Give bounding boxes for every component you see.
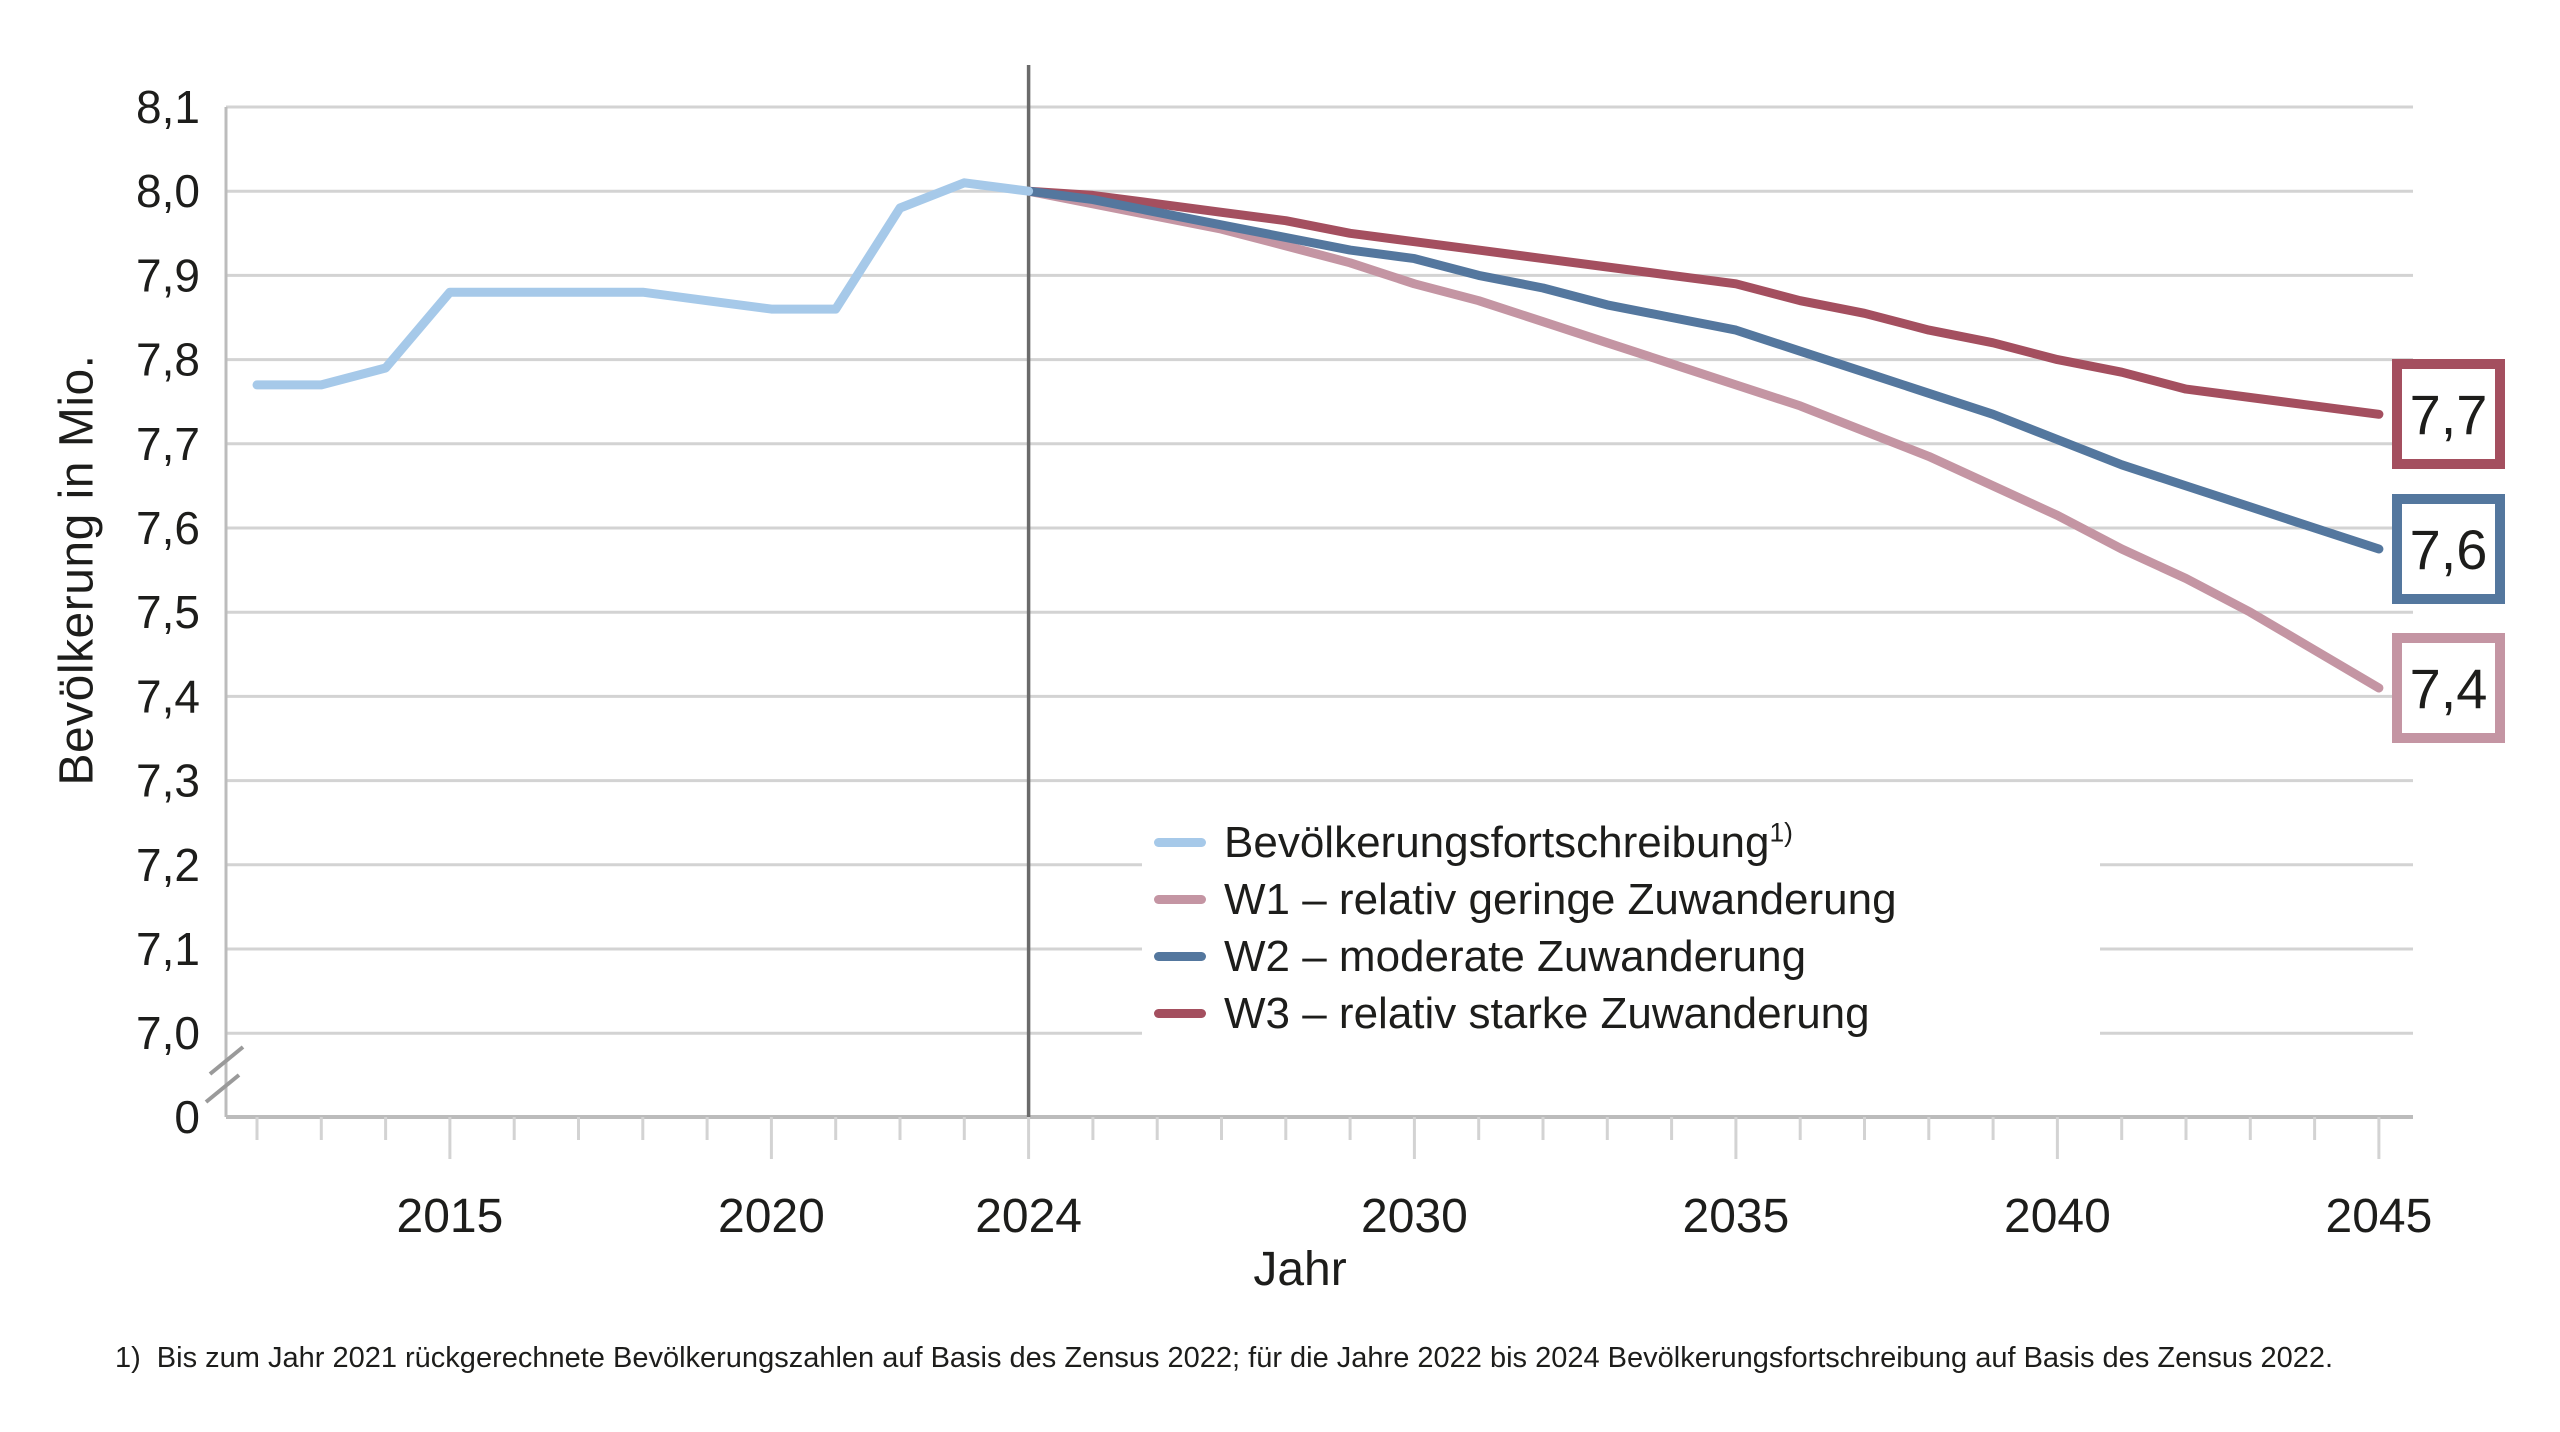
series-line-fortschreibung (252, 178, 1034, 390)
legend-label-w3: W3 – relativ starke Zuwanderung (1224, 988, 1870, 1038)
footnote-marker-superscript: 1) (1769, 816, 1793, 847)
x-tick-label: 2045 (2326, 1190, 2433, 1243)
series-line-w1 (1024, 186, 2384, 693)
y-axis-title: Bevölkerung in Mio. (50, 354, 104, 786)
legend-swatch-w3 (1154, 1009, 1206, 1018)
y-tick-label: 7,6 (136, 502, 200, 554)
legend-label-w2: W2 – moderate Zuwanderung (1224, 931, 1807, 981)
legend-swatch-w2 (1154, 952, 1206, 961)
x-tick-label: 2035 (1683, 1190, 1790, 1243)
legend-swatch-w1 (1154, 895, 1206, 904)
legend-label-w1: W1 – relativ geringe Zuwanderung (1224, 874, 1897, 924)
y-tick-label: 7,8 (136, 334, 200, 386)
footnote-text: Bis zum Jahr 2021 rückgerechnete Bevölke… (156, 1342, 2334, 1374)
y-tick-label-zero: 0 (174, 1091, 200, 1143)
y-tick-label: 7,5 (136, 586, 200, 638)
legend: Bevölkerungsfortschreibung1) W1 – relati… (1142, 812, 2100, 1044)
x-tick-label: 2024 (975, 1190, 1082, 1243)
x-tick-label: 2015 (397, 1190, 504, 1243)
y-tick-label: 7,1 (136, 923, 200, 975)
end-label-box-w2: 7,6 (2392, 494, 2505, 604)
series-line-w2 (1024, 186, 2384, 554)
series-line-w3 (1024, 186, 2384, 419)
x-tick-label: 2020 (718, 1190, 825, 1243)
x-tick-label: 2030 (1361, 1190, 1468, 1243)
axis-break-mark (208, 1045, 245, 1076)
legend-row-w2: W2 – moderate Zuwanderung (1142, 928, 2100, 985)
y-tick-label: 7,3 (136, 755, 200, 807)
end-label-box-w1: 7,4 (2392, 633, 2505, 743)
y-tick-label: 7,9 (136, 249, 200, 301)
x-tick-label: 2040 (2004, 1190, 2111, 1243)
x-axis-title: Jahr (1253, 1243, 1347, 1296)
footnote: 1) Bis zum Jahr 2021 rückgerechnete Bevöl… (115, 1342, 2333, 1375)
y-tick-label: 7,7 (136, 418, 200, 470)
y-tick-label: 7,4 (136, 670, 200, 722)
legend-swatch-fortschreibung (1154, 838, 1206, 847)
legend-row-fortschreibung: Bevölkerungsfortschreibung1) (1142, 814, 2100, 871)
footnote-marker: 1) (115, 1342, 141, 1374)
axis-break-mark (204, 1073, 241, 1104)
legend-label-fortschreibung: Bevölkerungsfortschreibung1) (1224, 816, 1793, 867)
legend-row-w3: W3 – relativ starke Zuwanderung (1142, 985, 2100, 1042)
legend-row-w1: W1 – relativ geringe Zuwanderung (1142, 871, 2100, 928)
end-label-box-w3: 7,7 (2392, 359, 2505, 469)
y-tick-label: 8,1 (136, 81, 200, 133)
y-tick-label: 7,2 (136, 839, 200, 891)
y-tick-label: 8,0 (136, 165, 200, 217)
y-tick-label: 7,0 (136, 1007, 200, 1059)
